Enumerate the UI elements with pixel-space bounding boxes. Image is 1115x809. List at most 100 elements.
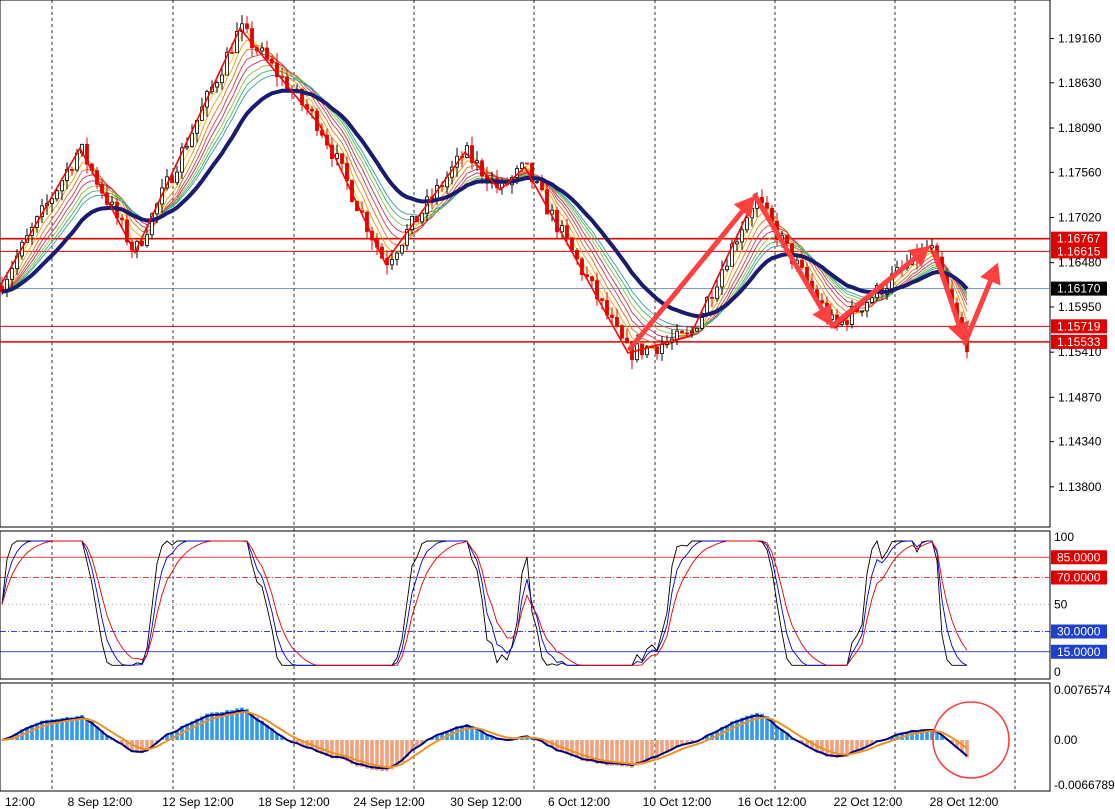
slow-moving-average [1,88,969,319]
price-tick-label: 1.15950 [1058,300,1102,314]
macd-bar [690,740,694,743]
macd-bar [350,740,354,765]
macd-bar [705,735,709,740]
macd-bar [455,726,459,740]
candle-body [695,327,699,332]
macd-bar [775,725,779,740]
candle-body [250,28,254,49]
candle-body [170,176,174,184]
macd-bar [490,735,494,740]
macd-bar [225,710,229,740]
macd-bar [245,708,249,740]
macd-bar [605,740,609,766]
macd-bar [120,740,124,745]
candle-body [740,229,744,243]
macd-bar [35,722,39,740]
arrow-2 [829,245,930,329]
macd-bar [735,719,739,740]
macd-bar [780,729,784,740]
stoch-level-label: 15.0000 [1057,645,1101,659]
macd-bar [630,740,634,768]
macd-bar [150,740,154,748]
candle-body [660,344,664,354]
candle-body [565,225,569,239]
candle-body [55,190,59,200]
macd-bar [50,719,54,740]
macd-bar [585,740,589,762]
macd-bar [40,720,44,740]
candle-body [655,346,659,354]
price-tag-bg [1051,244,1107,259]
price-tag-bg [1051,231,1107,246]
candle-body [125,219,129,243]
candle-body [820,300,824,304]
candle-body [345,163,349,182]
macd-bar [625,740,629,767]
price-tick-label: 1.16480 [1058,256,1102,270]
arrow-3 [932,250,970,343]
macd-bar [230,709,234,740]
candle-body [610,314,614,318]
price-tick-label: 1.14870 [1058,390,1102,404]
macd-bar [80,715,84,740]
macd-bar [645,740,649,762]
macd-bar [250,713,254,740]
stoch-tag-bg [1051,624,1107,639]
macd-bar [200,716,204,740]
candle-body [570,237,574,251]
macd-bar [785,732,789,740]
macd-bar [800,740,804,744]
candle-body [260,47,264,52]
macd-signal-line [1,711,968,769]
macd-bar [615,740,619,766]
stochastic-panel [0,530,1051,680]
macd-bar [595,740,599,764]
macd-bar [725,725,729,740]
macd-bar [675,740,679,748]
candle-body [575,249,579,260]
macd-bar [345,740,349,762]
price-tick-label: 1.18090 [1058,121,1102,135]
candle-body [645,346,649,356]
macd-bar [420,740,424,745]
candle-body [390,258,394,266]
candle-body [400,244,404,254]
candle-body [0,285,4,293]
macd-bar [755,712,759,740]
candle-body [545,189,549,215]
candle-body [720,269,724,288]
time-tick-label: 28 Oct 12:00 [930,795,999,809]
price-level-lines [0,237,1050,343]
stoch-level-label: 85.0000 [1057,550,1101,564]
macd-bar [600,740,604,765]
macd-bar [950,740,954,744]
candle-body [600,298,604,301]
macd-bar [415,740,419,749]
macd-bar [240,707,244,740]
candle-body [710,296,714,299]
time-tick-label: 16 Oct 12:00 [738,795,807,809]
candle-body [70,169,74,171]
candle-body [175,171,179,184]
macd-bar [825,740,829,757]
macd-bar [265,724,269,740]
candle-body [110,201,114,205]
macd-axis: 0.0076574 0.00 -0.0066789 [1054,683,1115,792]
macd-bar [745,715,749,740]
macd-bar [565,740,569,755]
candle-body [785,235,789,244]
macd-bar [465,724,469,740]
macd-bar [85,717,89,740]
macd-bar [165,733,169,740]
time-tick-label: 30 Sep 12:00 [450,795,522,809]
macd-bar [665,740,669,753]
macd-bar [55,718,59,740]
price-tag-3: 1.15719 [1057,319,1101,333]
macd-bar [65,716,69,740]
macd-bar [475,727,479,740]
candle-body [715,286,719,299]
price-tick-label: 1.14340 [1058,435,1102,449]
candle-body [525,162,529,165]
stoch-tag-bg [1051,644,1107,659]
